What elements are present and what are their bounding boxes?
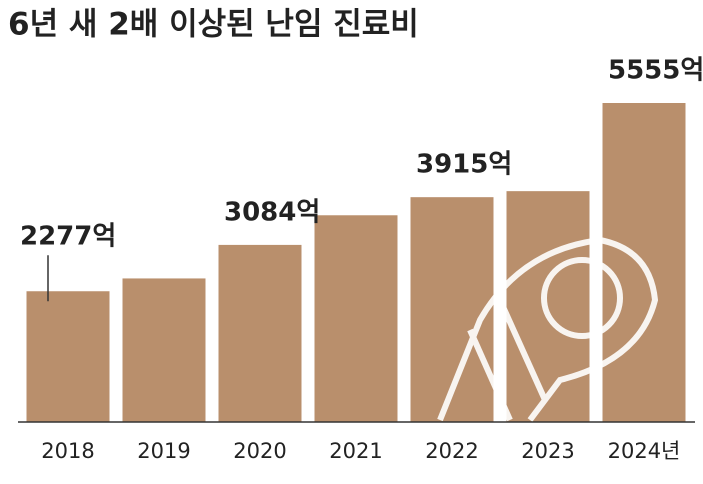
x-tick-label: 2024년 <box>608 439 681 463</box>
bar <box>122 278 206 422</box>
icon-band <box>497 298 548 402</box>
bar <box>26 291 110 422</box>
x-tick-label: 2020 <box>233 439 286 463</box>
bar <box>218 244 302 422</box>
x-tick-label: 2018 <box>41 439 94 463</box>
x-tick-label: 2021 <box>329 439 382 463</box>
x-tick-label: 2023 <box>521 439 574 463</box>
value-label: 3084억 <box>224 197 320 227</box>
icon-band <box>467 328 513 422</box>
bar <box>506 191 590 422</box>
value-label: 5555억원 <box>608 56 703 86</box>
baby-icon <box>437 236 659 422</box>
chart-title: 6년 새 2배 이상된 난임 진료비 <box>8 7 419 43</box>
icon-outline <box>437 236 659 422</box>
value-label: 2277억 <box>20 222 116 252</box>
x-tick-label: 2022 <box>425 439 478 463</box>
value-label: 3915억 <box>416 150 512 180</box>
icon-head <box>541 257 623 339</box>
x-tick-label: 2019 <box>137 439 190 463</box>
bar <box>314 215 398 422</box>
